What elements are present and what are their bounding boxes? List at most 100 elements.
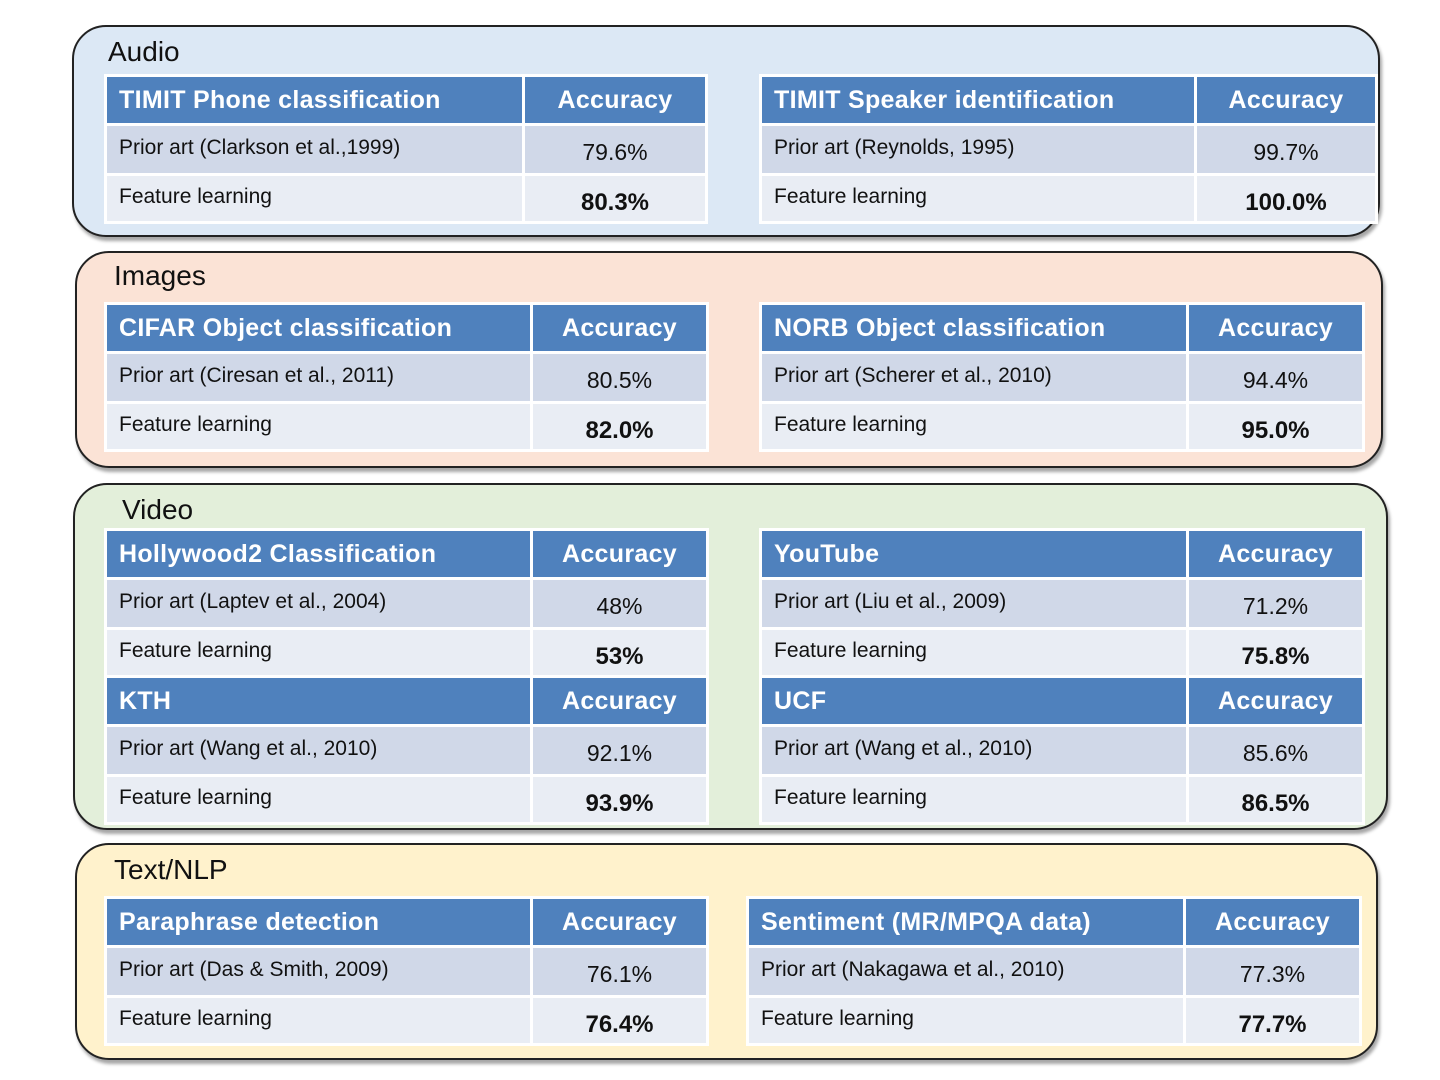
table-header-row: CIFAR Object classification Accuracy xyxy=(104,302,709,354)
prior-art-value: 85.6% xyxy=(1186,724,1365,777)
table-header-task: TIMIT Speaker identification xyxy=(759,74,1197,126)
table-header-row: Paraphrase detection Accuracy xyxy=(104,896,709,948)
table-row: Prior art (Scherer et al., 2010) 94.4% xyxy=(759,351,1365,404)
table-header-row: TIMIT Speaker identification Accuracy xyxy=(759,74,1378,126)
table-header-metric: Accuracy xyxy=(1186,302,1365,354)
results-table: Sentiment (MR/MPQA data) Accuracy Prior ar… xyxy=(746,896,1362,1046)
prior-art-label: Prior art (Nakagawa et al., 2010) xyxy=(746,945,1186,998)
prior-art-label: Prior art (Laptev et al., 2004) xyxy=(104,577,533,630)
feature-learning-label: Feature learning xyxy=(759,401,1189,452)
results-table: Paraphrase detection Accuracy Prior art (D… xyxy=(104,896,709,1046)
prior-art-label: Prior art (Reynolds, 1995) xyxy=(759,123,1197,176)
feature-learning-value: 82.0% xyxy=(530,401,709,452)
feature-learning-value: 93.9% xyxy=(530,774,709,825)
results-table: UCF Accuracy Prior art (Wang et al., 2010)… xyxy=(759,675,1365,825)
results-table: CIFAR Object classification Accuracy Prior… xyxy=(104,302,709,452)
table-row: Prior art (Wang et al., 2010) 85.6% xyxy=(759,724,1365,777)
section-title: Audio xyxy=(108,36,180,67)
table-row: Prior art (Ciresan et al., 2011) 80.5% xyxy=(104,351,709,404)
results-table: TIMIT Phone classification Accuracy Prior … xyxy=(104,74,708,224)
table-row: Feature learning 53% xyxy=(104,627,709,678)
section-title: Video xyxy=(122,494,194,525)
table-header-metric: Accuracy xyxy=(530,302,709,354)
table-header-row: UCF Accuracy xyxy=(759,675,1365,727)
table-row: Prior art (Nakagawa et al., 2010) 77.3% xyxy=(746,945,1362,998)
prior-art-value: 99.7% xyxy=(1194,123,1378,176)
feature-learning-label: Feature learning xyxy=(746,995,1186,1046)
feature-learning-value: 75.8% xyxy=(1186,627,1365,678)
table-header-row: Sentiment (MR/MPQA data) Accuracy xyxy=(746,896,1362,948)
table-header-metric: Accuracy xyxy=(1186,528,1365,580)
results-table: YouTube Accuracy Prior art (Liu et al., 20… xyxy=(759,528,1365,678)
table-header-row: Hollywood2 Classification Accuracy xyxy=(104,528,709,580)
prior-art-value: 77.3% xyxy=(1183,945,1362,998)
feature-learning-value: 95.0% xyxy=(1186,401,1365,452)
table-header-metric: Accuracy xyxy=(1194,74,1378,126)
prior-art-label: Prior art (Das & Smith, 2009) xyxy=(104,945,533,998)
table-header-row: NORB Object classification Accuracy xyxy=(759,302,1365,354)
feature-learning-label: Feature learning xyxy=(104,995,533,1046)
prior-art-label: Prior art (Wang et al., 2010) xyxy=(759,724,1189,777)
prior-art-value: 76.1% xyxy=(530,945,709,998)
table-header-metric: Accuracy xyxy=(1186,675,1365,727)
feature-learning-label: Feature learning xyxy=(759,774,1189,825)
prior-art-value: 80.5% xyxy=(530,351,709,404)
table-header-task: YouTube xyxy=(759,528,1189,580)
results-table: NORB Object classification Accuracy Prior … xyxy=(759,302,1365,452)
table-header-task: Paraphrase detection xyxy=(104,896,533,948)
feature-learning-label: Feature learning xyxy=(759,627,1189,678)
table-header-task: NORB Object classification xyxy=(759,302,1189,354)
section-title: Text/NLP xyxy=(114,854,228,885)
table-header-task: TIMIT Phone classification xyxy=(104,74,525,126)
prior-art-value: 71.2% xyxy=(1186,577,1365,630)
table-row: Feature learning 95.0% xyxy=(759,401,1365,452)
table-row: Feature learning 86.5% xyxy=(759,774,1365,825)
prior-art-value: 79.6% xyxy=(522,123,708,176)
table-header-task: UCF xyxy=(759,675,1189,727)
table-row: Prior art (Reynolds, 1995) 99.7% xyxy=(759,123,1378,176)
feature-learning-value: 76.4% xyxy=(530,995,709,1046)
feature-learning-value: 77.7% xyxy=(1183,995,1362,1046)
table-header-row: YouTube Accuracy xyxy=(759,528,1365,580)
feature-learning-label: Feature learning xyxy=(759,173,1197,224)
table-row: Feature learning 75.8% xyxy=(759,627,1365,678)
results-table: TIMIT Speaker identification Accuracy Prio… xyxy=(759,74,1378,224)
table-header-row: TIMIT Phone classification Accuracy xyxy=(104,74,708,126)
prior-art-value: 92.1% xyxy=(530,724,709,777)
table-row: Feature learning 93.9% xyxy=(104,774,709,825)
table-header-metric: Accuracy xyxy=(530,896,709,948)
table-header-metric: Accuracy xyxy=(522,74,708,126)
table-header-row: KTH Accuracy xyxy=(104,675,709,727)
section-title: Images xyxy=(114,260,206,291)
prior-art-label: Prior art (Liu et al., 2009) xyxy=(759,577,1189,630)
prior-art-label: Prior art (Clarkson et al.,1999) xyxy=(104,123,525,176)
table-row: Prior art (Liu et al., 2009) 71.2% xyxy=(759,577,1365,630)
table-row: Prior art (Das & Smith, 2009) 76.1% xyxy=(104,945,709,998)
table-header-metric: Accuracy xyxy=(1183,896,1362,948)
feature-learning-value: 86.5% xyxy=(1186,774,1365,825)
table-row: Prior art (Wang et al., 2010) 92.1% xyxy=(104,724,709,777)
prior-art-label: Prior art (Ciresan et al., 2011) xyxy=(104,351,533,404)
table-row: Prior art (Laptev et al., 2004) 48% xyxy=(104,577,709,630)
results-table: Hollywood2 Classification Accuracy Prior a… xyxy=(104,528,709,678)
table-row: Feature learning 76.4% xyxy=(104,995,709,1046)
prior-art-label: Prior art (Scherer et al., 2010) xyxy=(759,351,1189,404)
table-row: Feature learning 80.3% xyxy=(104,173,708,224)
feature-learning-value: 80.3% xyxy=(522,173,708,224)
table-row: Feature learning 77.7% xyxy=(746,995,1362,1046)
feature-learning-label: Feature learning xyxy=(104,173,525,224)
table-header-task: KTH xyxy=(104,675,533,727)
feature-learning-label: Feature learning xyxy=(104,627,533,678)
table-row: Prior art (Clarkson et al.,1999) 79.6% xyxy=(104,123,708,176)
table-row: Feature learning 82.0% xyxy=(104,401,709,452)
table-header-task: Hollywood2 Classification xyxy=(104,528,533,580)
prior-art-label: Prior art (Wang et al., 2010) xyxy=(104,724,533,777)
feature-learning-label: Feature learning xyxy=(104,774,533,825)
table-row: Feature learning 100.0% xyxy=(759,173,1378,224)
feature-learning-label: Feature learning xyxy=(104,401,533,452)
table-header-metric: Accuracy xyxy=(530,675,709,727)
prior-art-value: 94.4% xyxy=(1186,351,1365,404)
feature-learning-value: 100.0% xyxy=(1194,173,1378,224)
feature-learning-value: 53% xyxy=(530,627,709,678)
results-table: KTH Accuracy Prior art (Wang et al., 2010)… xyxy=(104,675,709,825)
